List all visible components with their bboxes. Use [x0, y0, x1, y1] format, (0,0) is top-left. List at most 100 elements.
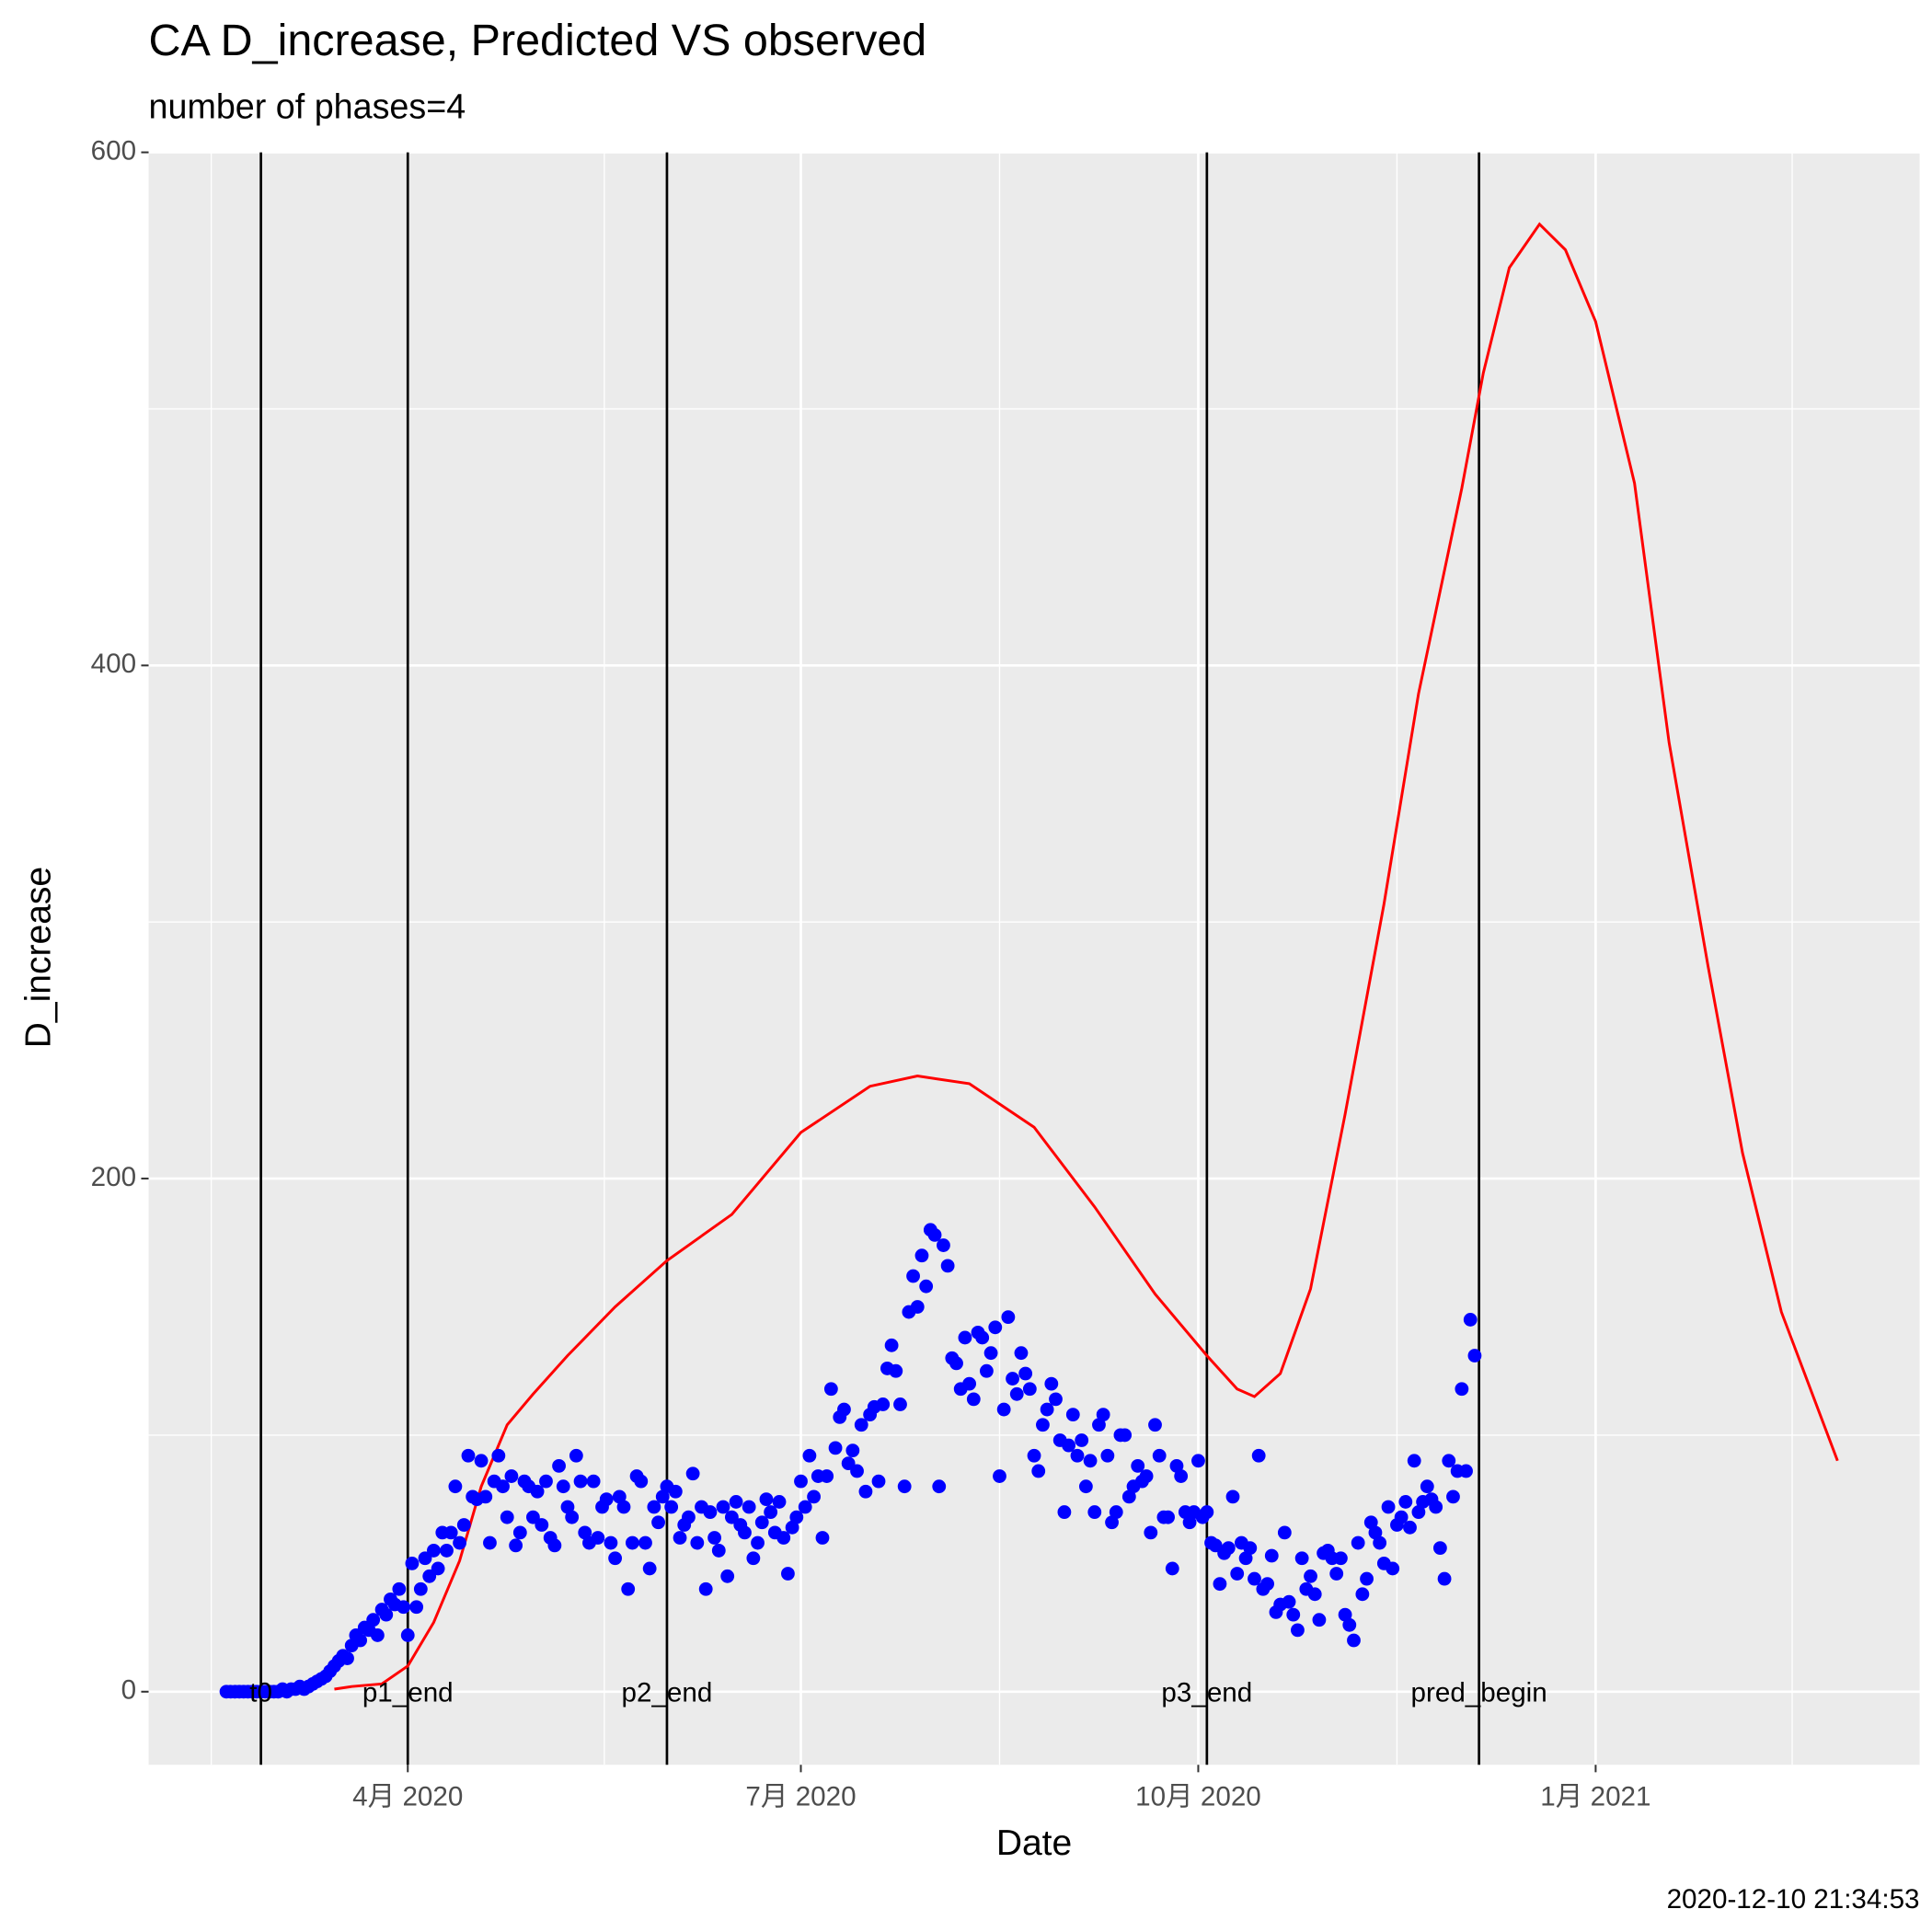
observed-point: [1087, 1505, 1102, 1519]
observed-point: [535, 1518, 549, 1532]
observed-point: [854, 1418, 868, 1432]
observed-point: [1368, 1525, 1383, 1540]
observed-point: [1467, 1349, 1482, 1363]
observed-point: [983, 1346, 998, 1361]
observed-point: [496, 1479, 510, 1494]
observed-point: [1118, 1428, 1133, 1443]
observed-point: [966, 1392, 981, 1407]
observed-point: [1083, 1454, 1098, 1468]
observed-point: [1355, 1587, 1370, 1602]
observed-point: [1182, 1515, 1197, 1530]
observed-point: [1420, 1479, 1434, 1494]
observed-point: [634, 1474, 649, 1489]
observed-point: [738, 1525, 752, 1540]
observed-point: [764, 1505, 778, 1519]
observed-point: [1403, 1520, 1417, 1535]
observed-point: [1442, 1454, 1456, 1468]
observed-point: [958, 1330, 972, 1345]
observed-point: [1191, 1454, 1205, 1468]
observed-point: [392, 1581, 407, 1596]
phase-label: t0: [249, 1677, 272, 1708]
observed-point: [1121, 1489, 1136, 1504]
observed-point: [1291, 1623, 1305, 1638]
observed-point: [685, 1466, 700, 1481]
observed-point: [1174, 1469, 1189, 1483]
observed-point: [491, 1448, 506, 1463]
observed-point: [500, 1510, 514, 1524]
observed-point: [655, 1489, 670, 1504]
observed-point: [474, 1454, 489, 1468]
observed-point: [1463, 1313, 1478, 1327]
observed-point: [1100, 1448, 1115, 1463]
observed-point: [1282, 1594, 1296, 1609]
observed-point: [509, 1538, 523, 1553]
observed-point: [1049, 1392, 1063, 1407]
phase-label: p1_end: [362, 1677, 454, 1708]
observed-point: [668, 1484, 683, 1499]
observed-point: [1044, 1376, 1059, 1391]
observed-point: [746, 1551, 761, 1566]
observed-point: [996, 1402, 1011, 1417]
observed-point: [478, 1489, 493, 1504]
observed-point: [431, 1561, 445, 1576]
observed-point: [642, 1561, 657, 1576]
observed-point: [993, 1469, 1006, 1483]
observed-point: [1329, 1567, 1344, 1581]
observed-point: [1294, 1551, 1309, 1566]
observed-point: [556, 1479, 570, 1494]
observed-point: [673, 1531, 687, 1545]
observed-point: [1036, 1418, 1050, 1432]
observed-point: [547, 1538, 562, 1553]
observed-point: [530, 1484, 545, 1499]
observed-point: [647, 1500, 661, 1514]
observed-point: [604, 1535, 618, 1550]
observed-point: [823, 1382, 838, 1397]
y-tick-label: 0: [121, 1675, 136, 1706]
observed-point: [1230, 1567, 1245, 1581]
observed-point: [1213, 1577, 1227, 1592]
observed-point: [379, 1607, 394, 1622]
observed-point: [453, 1535, 466, 1550]
observed-point: [1075, 1433, 1089, 1447]
observed-point: [940, 1259, 955, 1273]
observed-point: [1027, 1448, 1041, 1463]
observed-point: [1225, 1489, 1240, 1504]
observed-point: [1062, 1438, 1076, 1453]
observed-point: [1070, 1448, 1085, 1463]
observed-point: [1304, 1569, 1317, 1583]
observed-point: [483, 1535, 497, 1550]
observed-point: [1165, 1561, 1179, 1576]
observed-point: [893, 1397, 907, 1411]
observed-point: [413, 1581, 428, 1596]
observed-point: [651, 1515, 665, 1530]
observed-point: [1312, 1613, 1327, 1627]
observed-point: [1031, 1464, 1046, 1478]
observed-point: [937, 1238, 950, 1252]
observed-point: [625, 1535, 639, 1550]
observed-point: [616, 1500, 631, 1514]
x-tick-label: 7月 2020: [745, 1781, 856, 1811]
observed-point: [638, 1535, 652, 1550]
x-tick-label: 4月 2020: [352, 1781, 463, 1811]
observed-point: [1373, 1535, 1387, 1550]
observed-point: [1381, 1500, 1396, 1514]
observed-point: [897, 1479, 912, 1494]
observed-point: [427, 1544, 441, 1558]
observed-point: [1144, 1525, 1158, 1540]
observed-point: [845, 1443, 860, 1458]
observed-point: [979, 1363, 994, 1378]
phase-label: p2_end: [622, 1677, 713, 1708]
observed-point: [772, 1495, 787, 1509]
observed-point: [1022, 1382, 1037, 1397]
observed-point: [512, 1525, 527, 1540]
observed-point: [716, 1500, 730, 1514]
observed-point: [932, 1479, 947, 1494]
observed-point: [1105, 1515, 1119, 1530]
observed-point: [759, 1492, 774, 1507]
observed-point: [802, 1448, 817, 1463]
observed-point: [1057, 1505, 1072, 1519]
observed-point: [820, 1469, 834, 1483]
observed-point: [599, 1492, 614, 1507]
observed-point: [1260, 1577, 1274, 1592]
